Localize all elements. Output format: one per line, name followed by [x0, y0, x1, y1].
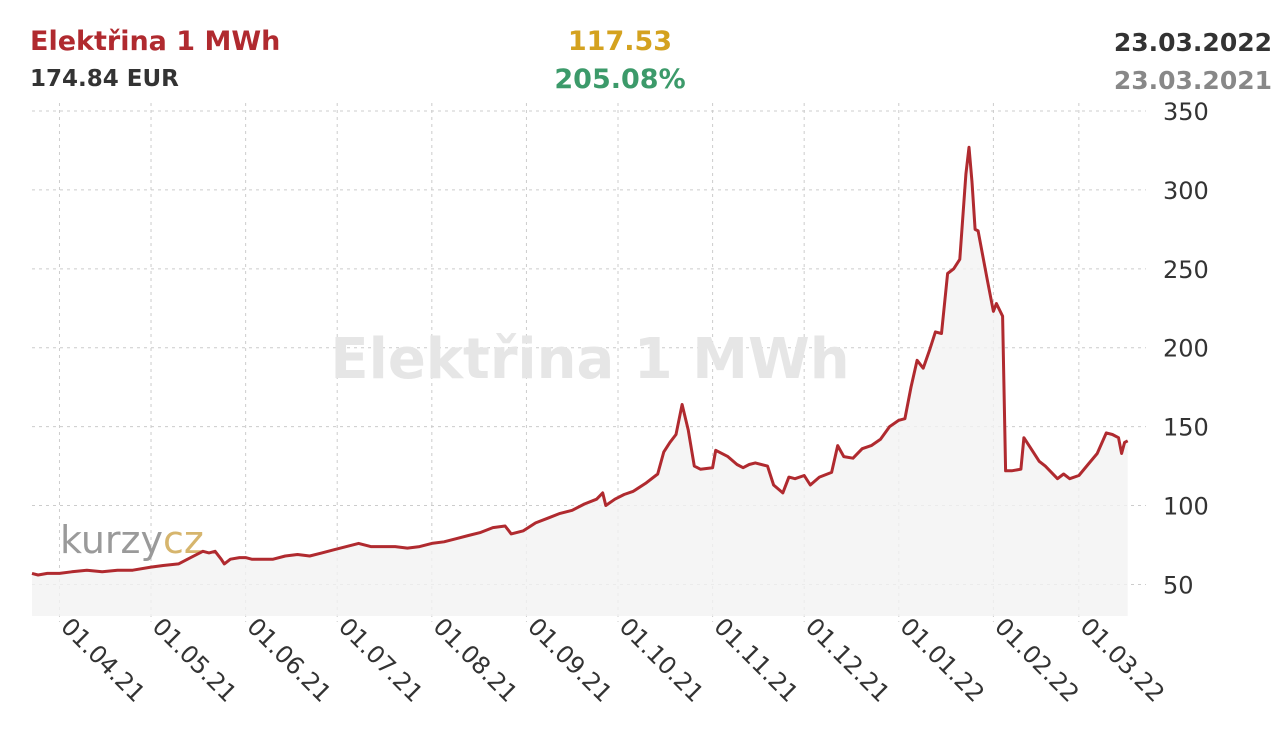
y-axis-ticks: 50 100 150 200 250 300 350 [1163, 98, 1209, 599]
x-tick-label: 01.03.22 [1075, 612, 1170, 707]
x-tick-label: 01.10.21 [614, 612, 709, 707]
y-tick-label: 200 [1163, 335, 1209, 363]
y-tick-label: 300 [1163, 177, 1209, 205]
chart-title: Elektřina 1 MWh [30, 26, 281, 57]
current-date: 23.03.2022 [1113, 28, 1272, 57]
price-change-percent: 205.08% [554, 64, 686, 95]
x-tick-label: 01.05.21 [147, 612, 242, 707]
y-tick-label: 150 [1163, 414, 1209, 442]
x-tick-label: 01.08.21 [428, 612, 523, 707]
y-tick-label: 250 [1163, 256, 1209, 284]
y-tick-label: 100 [1163, 493, 1209, 521]
x-tick-label: 01.04.21 [55, 612, 150, 707]
previous-date: 23.03.2021 [1113, 66, 1272, 95]
watermark-text: Elektřina 1 MWh [330, 327, 849, 392]
y-tick-label: 350 [1163, 98, 1209, 126]
x-tick-label: 01.07.21 [333, 612, 428, 707]
y-tick-label: 50 [1163, 571, 1194, 599]
x-tick-label: 01.06.21 [241, 612, 336, 707]
x-tick-label: 01.09.21 [522, 612, 617, 707]
x-tick-label: 01.02.22 [989, 612, 1084, 707]
price-change: 117.53 [567, 26, 673, 57]
series-line [31, 145, 1129, 577]
x-tick-label: 01.11.21 [708, 612, 803, 707]
chart-grid [32, 103, 1146, 622]
current-price: 174.84 EUR [30, 66, 179, 92]
x-tick-label: 01.12.21 [800, 612, 895, 707]
brand-logo: kurzycz [60, 518, 204, 562]
chart-area [32, 147, 1128, 617]
x-tick-label: 01.01.22 [895, 612, 990, 707]
